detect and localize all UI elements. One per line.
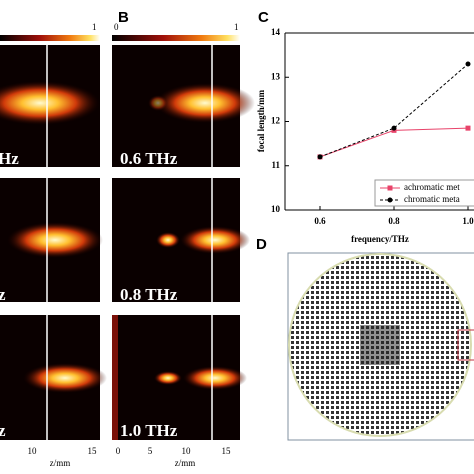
focus-spot <box>23 363 107 393</box>
center-region <box>360 325 400 365</box>
zoom-box <box>457 329 474 361</box>
panel-label: Hz <box>0 149 19 168</box>
x-tick-label: 10 <box>28 446 38 456</box>
focus-spot <box>0 81 100 125</box>
panel-label: z <box>0 421 6 440</box>
focus-spot <box>155 83 255 123</box>
legend-marker <box>387 197 393 203</box>
panel-letter: B <box>118 9 129 26</box>
legend-label: chromatic meta <box>404 194 460 204</box>
colorbar <box>0 35 100 41</box>
x-tick-label: 10 <box>182 446 192 456</box>
plot: 10 11 12 13 14 0.6 0.8 1.0 achromatic met chromat… <box>271 27 474 226</box>
y-tick-label: 11 <box>271 160 280 170</box>
x-tick-label: 0.8 <box>388 216 400 226</box>
y-tick-label: 14 <box>271 27 281 37</box>
series-line <box>319 63 469 158</box>
marker <box>465 125 471 131</box>
x-tick-label: 1.0 <box>462 216 474 226</box>
colorbar <box>112 35 240 41</box>
x-tick-label: 0 <box>116 446 121 456</box>
panel-letter: D <box>256 236 267 253</box>
colorbar-label: 0 <box>114 22 119 32</box>
legend-marker <box>387 185 393 191</box>
legend-label: achromatic met <box>404 182 460 192</box>
x-axis-label: z/mm <box>175 458 196 468</box>
panel-label: 0.6 THz <box>120 149 178 168</box>
x-tick-label: 5 <box>148 446 153 456</box>
marker <box>465 61 471 67</box>
focus-spot <box>183 366 247 390</box>
marker <box>317 154 323 160</box>
y-axis-label: focal length/mm <box>256 89 266 152</box>
x-tick-label: 15 <box>88 446 98 456</box>
colorbar-label: 1 <box>92 22 97 32</box>
x-axis-label: z/mm <box>50 458 71 468</box>
y-tick-label: 10 <box>271 204 281 214</box>
panel-letter: C <box>258 9 269 26</box>
x-tick-label: 0.6 <box>314 216 326 226</box>
marker <box>391 125 397 131</box>
panel-label: 0.8 THz <box>120 285 178 304</box>
y-tick-label: 13 <box>271 71 281 81</box>
x-tick-label: 15 <box>222 446 232 456</box>
y-tick-label: 12 <box>271 116 281 126</box>
focus-spot <box>180 226 250 254</box>
focus-spot <box>7 222 103 258</box>
panel-label: z <box>0 285 6 304</box>
colorbar-label: 1 <box>234 22 239 32</box>
panel-label: 1.0 THz <box>120 421 178 440</box>
x-axis-label: frequency/THz <box>351 234 409 244</box>
